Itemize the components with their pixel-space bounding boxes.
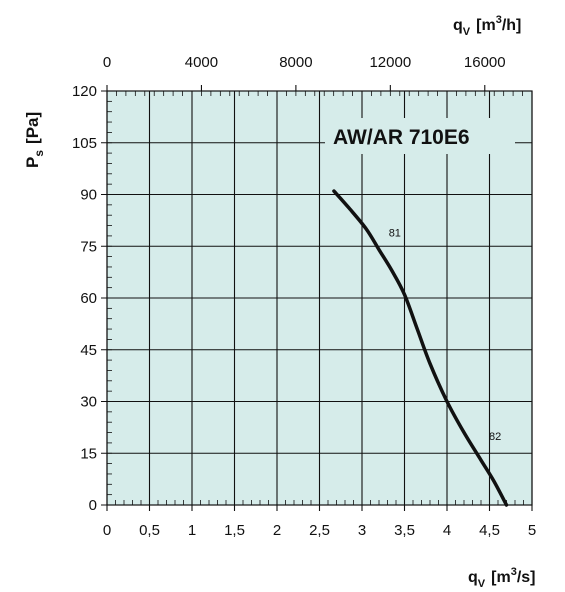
y-axis-label: Ps [Pa] — [23, 112, 46, 168]
series-line — [332, 189, 509, 507]
x-tick-label: 3 — [358, 522, 366, 539]
y-axis-label-base: P — [23, 157, 42, 168]
x-tick-label: 0,5 — [139, 522, 160, 539]
top-axis-label-unit-end: /h] — [502, 17, 522, 34]
top-tick-label: 4000 — [185, 54, 218, 71]
x-tick-label: 1,5 — [224, 522, 245, 539]
x-axis-label-unit-end: /s] — [517, 569, 536, 586]
y-axis-label-unit: [Pa] — [23, 112, 42, 144]
curve-annotations: 81 82 — [389, 227, 502, 443]
top-axis-label-sup: 3 — [496, 14, 502, 26]
x-axis-label-sub: V — [478, 578, 486, 590]
y-tick-label: 60 — [80, 290, 97, 307]
x-axis-label-base: q — [468, 569, 478, 586]
y-tick-label: 75 — [80, 238, 97, 255]
y-tick-label: 45 — [80, 342, 97, 359]
x-axis-label-unit: [m — [491, 569, 511, 586]
x-tick-label: 2 — [273, 522, 281, 539]
x-tick-label: 1 — [188, 522, 196, 539]
x-tick-label: 3,5 — [394, 522, 415, 539]
x-tick-label: 0 — [103, 522, 111, 539]
x-tick-label: 5 — [528, 522, 536, 539]
top-axis-tick-labels: 0 4000 8000 12000 16000 — [103, 54, 506, 91]
top-tick-label: 16000 — [464, 54, 506, 71]
y-tick-label: 30 — [80, 394, 97, 411]
chart-title-background — [325, 118, 515, 154]
x-axis-tick-labels: 0 0,5 1 1,5 2 2,5 3 3,5 4 4,5 5 — [103, 522, 536, 539]
y-tick-label: 0 — [89, 497, 97, 514]
top-axis-label: qV [m3/h] — [453, 14, 521, 38]
x-axis-label-sup: 3 — [511, 566, 517, 578]
x-tick-label: 2,5 — [309, 522, 330, 539]
x-tick-label: 4 — [443, 522, 451, 539]
y-tick-label: 15 — [80, 445, 97, 462]
top-tick-label: 12000 — [369, 54, 411, 71]
curve-annotation-label: 81 — [389, 227, 401, 239]
curve-annotation-label: 82 — [489, 431, 501, 443]
y-tick-label: 90 — [80, 187, 97, 204]
top-axis-label-sub: V — [463, 26, 471, 38]
y-axis-label-sub: s — [32, 150, 46, 157]
top-axis-label-base: q — [453, 17, 463, 34]
grid-lines — [101, 90, 533, 511]
y-axis-tick-labels: 0 15 30 45 60 75 90 105 120 — [72, 83, 97, 514]
plot-frame — [106, 90, 533, 506]
top-tick-label: 0 — [103, 54, 111, 71]
chart-title: AW/AR 710E6 — [333, 126, 470, 149]
x-tick-label: 4,5 — [479, 522, 500, 539]
x-axis-label: qV [m3/s] — [468, 566, 535, 590]
top-axis-label-unit: [m — [476, 17, 496, 34]
y-tick-label: 120 — [72, 83, 97, 100]
top-tick-label: 8000 — [279, 54, 312, 71]
y-tick-label: 105 — [72, 135, 97, 152]
